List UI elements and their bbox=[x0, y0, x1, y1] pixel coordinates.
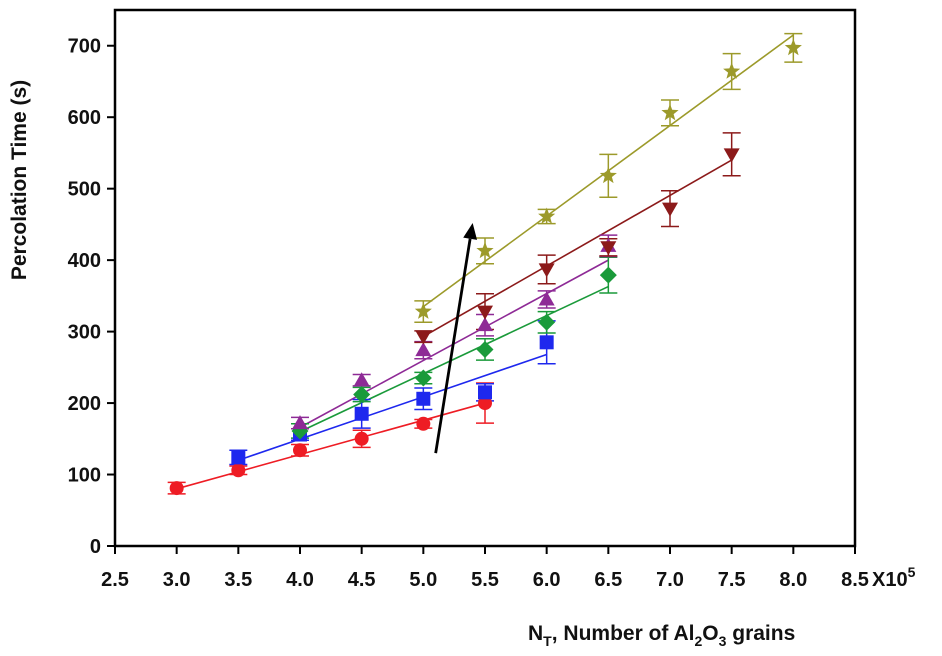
error-bars bbox=[167, 32, 803, 495]
data-point bbox=[414, 302, 432, 319]
trend-arrow bbox=[434, 222, 478, 454]
data-point bbox=[293, 443, 307, 458]
data-point bbox=[353, 372, 370, 387]
y-tick-label: 300 bbox=[68, 322, 101, 344]
data-point bbox=[538, 207, 556, 224]
data-point bbox=[292, 415, 308, 430]
data-point bbox=[231, 450, 246, 465]
y-tick-label: 100 bbox=[68, 465, 101, 487]
data-point bbox=[478, 385, 492, 400]
y-tick-label: 200 bbox=[68, 393, 101, 415]
data-point bbox=[538, 263, 555, 278]
data-point bbox=[539, 335, 554, 350]
data-point bbox=[723, 148, 740, 163]
data-point bbox=[476, 340, 494, 358]
y-tick-label: 0 bbox=[90, 536, 101, 558]
x-tick-label: 7.5 bbox=[718, 569, 746, 591]
fit-line bbox=[238, 353, 547, 461]
data-point bbox=[415, 342, 432, 357]
fit-line bbox=[299, 285, 609, 433]
x-tick-label: 2.5 bbox=[101, 569, 129, 591]
arrow-shaft bbox=[434, 238, 472, 454]
x-tick-label: 4.0 bbox=[286, 569, 314, 591]
data-point bbox=[476, 241, 494, 259]
x-tick-label: 4.5 bbox=[348, 569, 376, 591]
x-axis-title: NT, Number of Al2O3 grains bbox=[528, 622, 795, 649]
x-multiplier: X105 bbox=[872, 564, 916, 591]
data-point bbox=[784, 38, 802, 56]
y-axis-title: Percolation Time (s) bbox=[8, 80, 31, 280]
y-tick-label: 400 bbox=[68, 250, 101, 272]
x-tick-label: 8.0 bbox=[779, 569, 807, 591]
data-point bbox=[478, 396, 492, 411]
x-tick-label: 5.0 bbox=[409, 569, 437, 591]
data-point bbox=[723, 62, 741, 79]
arrow-head bbox=[463, 222, 478, 240]
data-point bbox=[600, 241, 617, 256]
data-point bbox=[477, 317, 493, 332]
x-tick-label: 3.0 bbox=[163, 569, 191, 591]
data-point bbox=[354, 406, 369, 421]
data-point bbox=[169, 481, 184, 496]
y-tick-label: 600 bbox=[68, 107, 101, 129]
x-tick-label: 6.5 bbox=[594, 569, 622, 591]
data-point bbox=[599, 166, 617, 184]
data-point bbox=[662, 202, 678, 217]
fit-line bbox=[422, 159, 733, 338]
data-point bbox=[416, 391, 431, 406]
data-point bbox=[477, 305, 493, 320]
data-point bbox=[538, 313, 556, 331]
data-point bbox=[599, 266, 617, 284]
x-tick-label: 5.5 bbox=[471, 569, 499, 591]
x-tick-label: 6.0 bbox=[533, 569, 561, 591]
data-points bbox=[169, 38, 802, 496]
plot-frame bbox=[113, 8, 857, 548]
fit-line bbox=[176, 402, 486, 490]
data-point bbox=[354, 431, 369, 446]
data-point bbox=[414, 369, 432, 387]
data-point bbox=[353, 385, 371, 403]
data-point bbox=[416, 416, 431, 431]
y-tick-label: 700 bbox=[68, 36, 101, 58]
data-point bbox=[415, 330, 432, 345]
data-point bbox=[661, 103, 679, 121]
x-axis: 2.5 3.0 3.5 4.0 4.5 5.0 5.5 6.0 6.5 7.0 7.5 8.0 8.5 bbox=[101, 546, 869, 591]
x-tick-label: 7.0 bbox=[656, 569, 684, 591]
data-point bbox=[231, 463, 246, 478]
data-point bbox=[538, 291, 555, 306]
x-tick-label: 8.5 bbox=[841, 569, 869, 591]
y-axis: 0 100 200 300 400 500 600 700 bbox=[68, 36, 115, 558]
x-tick-label: 3.5 bbox=[224, 569, 252, 591]
y-tick-label: 500 bbox=[68, 179, 101, 201]
